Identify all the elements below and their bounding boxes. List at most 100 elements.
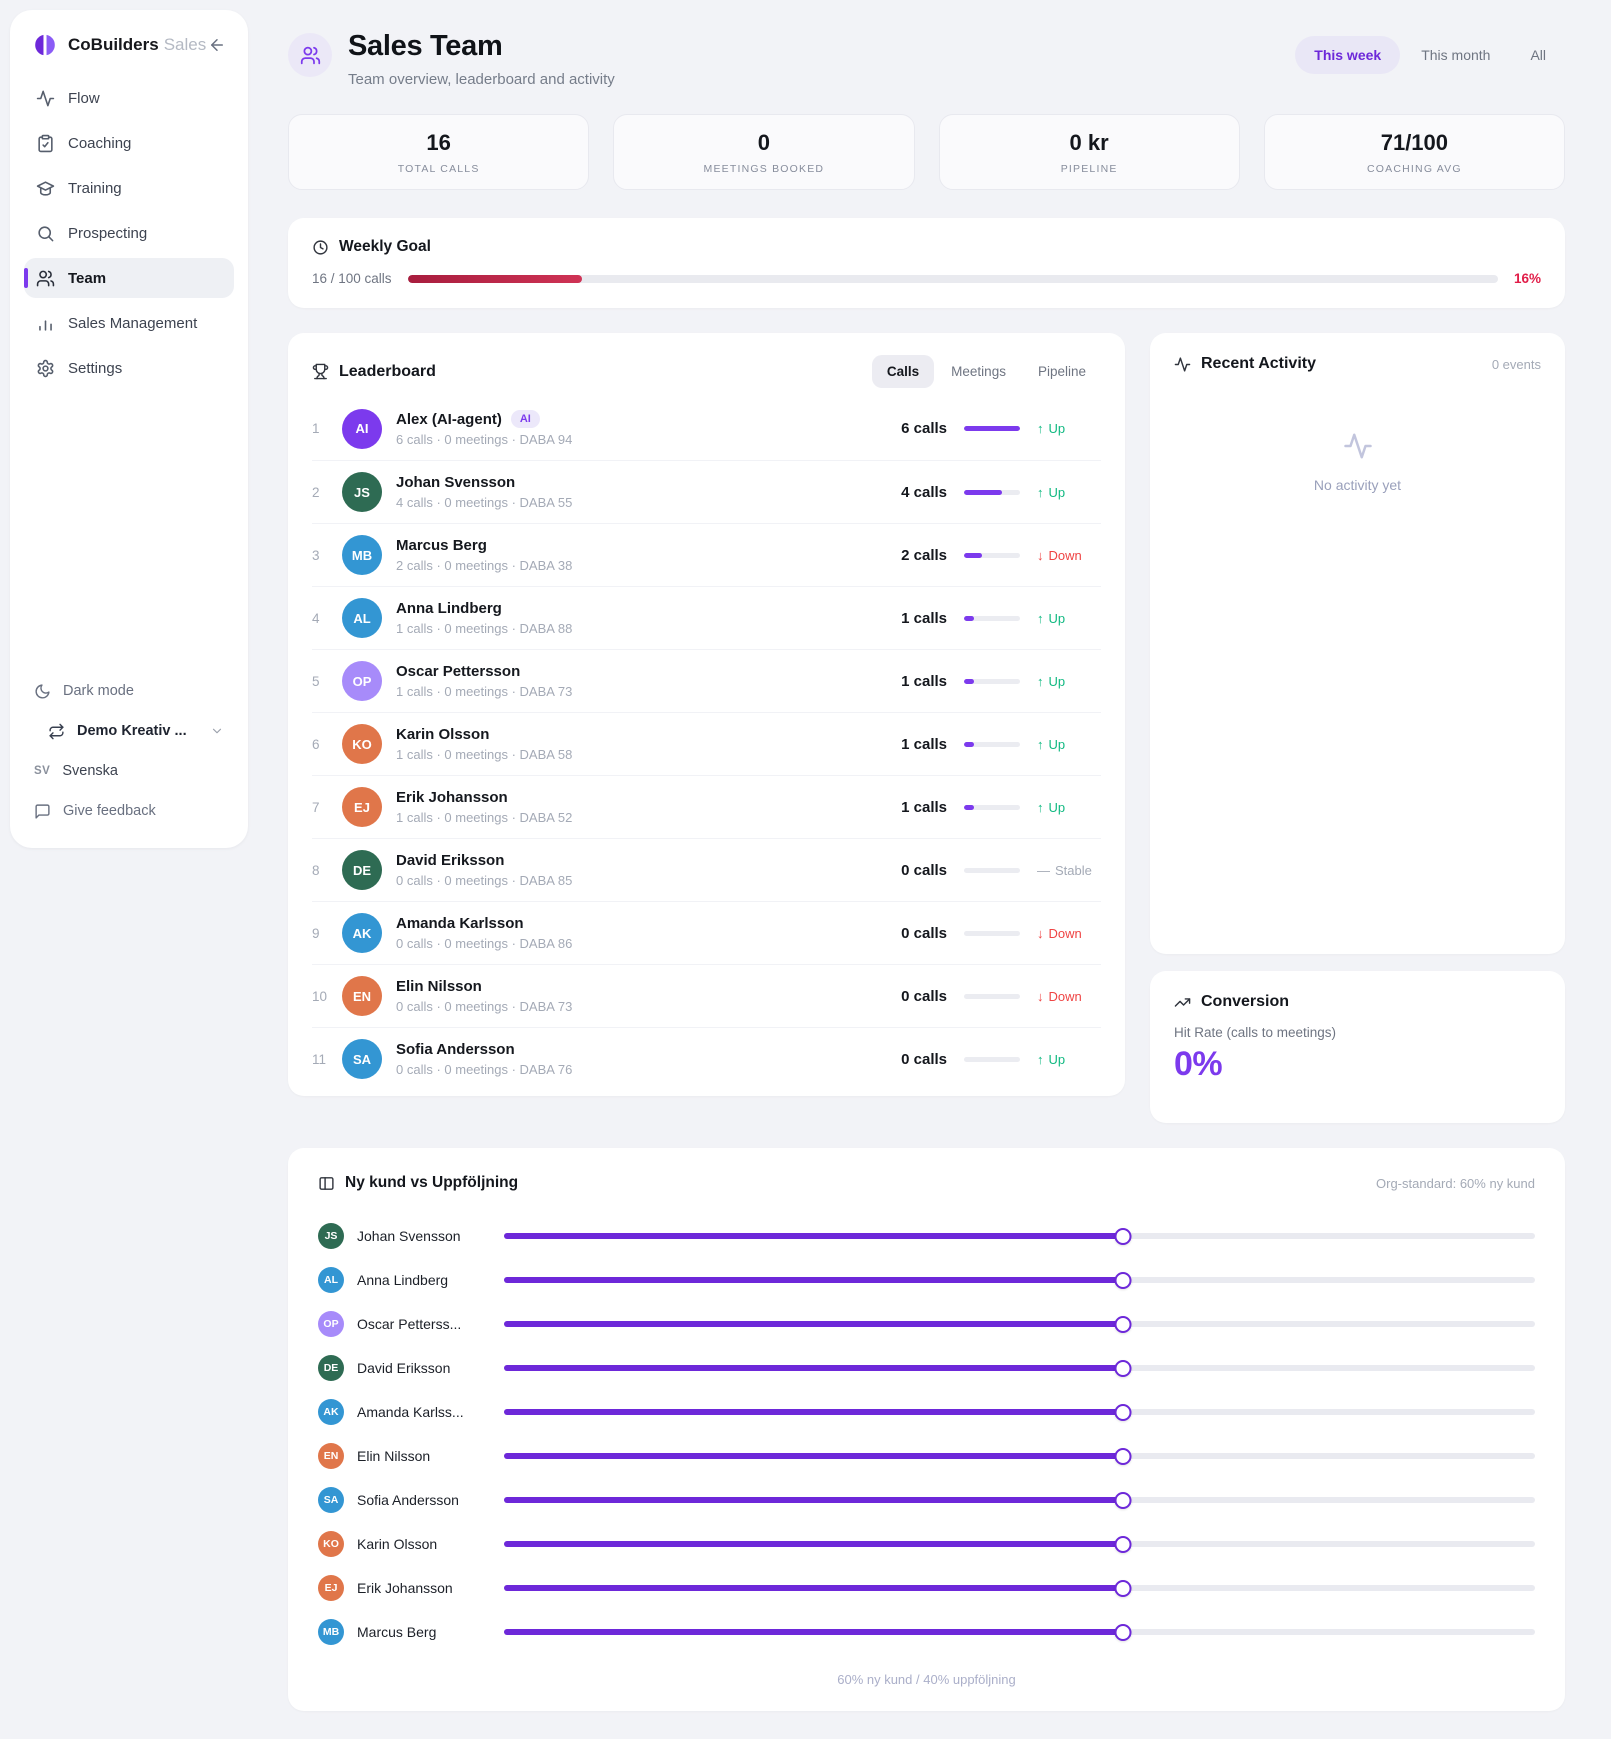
leaderboard-row[interactable]: 8 DE David Eriksson 0 calls · 0 meetings… (312, 838, 1101, 901)
slider-knob[interactable] (1114, 1448, 1131, 1465)
mix-row: EJ Erik Johansson (318, 1566, 1535, 1610)
mix-slider[interactable] (504, 1316, 1535, 1333)
leaderboard-row[interactable]: 5 OP Oscar Pettersson 1 calls · 0 meetin… (312, 649, 1101, 712)
leaderboard-row[interactable]: 11 SA Sofia Andersson 0 calls · 0 meetin… (312, 1027, 1101, 1090)
moon-icon (34, 683, 51, 700)
mix-slider[interactable] (504, 1536, 1535, 1553)
weekly-goal-progressbar (408, 275, 1498, 283)
leaderboard-tab-pipeline[interactable]: Pipeline (1023, 355, 1101, 388)
give-feedback-button[interactable]: Give feedback (24, 794, 234, 828)
leaderboard-row[interactable]: 4 AL Anna Lindberg 1 calls · 0 meetings … (312, 586, 1101, 649)
trend-label: Up (1049, 1052, 1066, 1067)
range-tab-this-week[interactable]: This week (1295, 36, 1400, 74)
trend-indicator: ↑ Up (1037, 674, 1101, 689)
mix-slider[interactable] (504, 1580, 1535, 1597)
slider-knob[interactable] (1114, 1228, 1131, 1245)
slider-knob[interactable] (1114, 1624, 1131, 1641)
events-count: 0 events (1492, 357, 1541, 372)
leaderboard-row[interactable]: 9 AK Amanda Karlsson 0 calls · 0 meeting… (312, 901, 1101, 964)
workspace-label: Demo Kreativ ... (77, 723, 187, 739)
trend-indicator: ↑ Up (1037, 611, 1101, 626)
flow-icon (36, 89, 55, 108)
member-name: Erik Johansson (396, 789, 508, 806)
leaderboard-row[interactable]: 6 KO Karin Olsson 1 calls · 0 meetings ·… (312, 712, 1101, 775)
collapse-sidebar-button[interactable] (208, 36, 226, 54)
slider-knob[interactable] (1114, 1580, 1131, 1597)
rank-number: 3 (312, 548, 338, 563)
range-tab-all[interactable]: All (1511, 36, 1565, 74)
mix-slider[interactable] (504, 1228, 1535, 1245)
calls-mini-bar-fill (964, 679, 974, 684)
mix-slider[interactable] (504, 1448, 1535, 1465)
recent-activity-title: Recent Activity (1201, 355, 1316, 373)
rank-number: 2 (312, 485, 338, 500)
trending-up-icon (1174, 994, 1191, 1011)
slider-knob[interactable] (1114, 1492, 1131, 1509)
calls-mini-bar-fill (964, 742, 974, 747)
language-code: SV (34, 765, 50, 777)
leaderboard-row[interactable]: 10 EN Elin Nilsson 0 calls · 0 meetings … (312, 964, 1101, 1027)
trend-arrow-icon: ↑ (1037, 421, 1044, 436)
stat-value: 16 (426, 130, 450, 156)
slider-knob[interactable] (1114, 1536, 1131, 1553)
calls-count: 1 calls (877, 673, 947, 690)
mix-row: JS Johan Svensson (318, 1214, 1535, 1258)
mix-slider[interactable] (504, 1404, 1535, 1421)
workspace-selector[interactable]: Demo Kreativ ... (24, 714, 234, 748)
calls-count: 1 calls (877, 736, 947, 753)
trend-arrow-icon: ↑ (1037, 674, 1044, 689)
member-name: Amanda Karlsson (396, 915, 524, 932)
sidebar-item-sales-management[interactable]: Sales Management (24, 303, 234, 343)
sidebar-item-prospecting[interactable]: Prospecting (24, 213, 234, 253)
settings-icon (36, 359, 55, 378)
slider-knob[interactable] (1114, 1316, 1131, 1333)
slider-knob[interactable] (1114, 1404, 1131, 1421)
trend-label: Up (1049, 800, 1066, 815)
slider-knob[interactable] (1114, 1360, 1131, 1377)
leaderboard-row[interactable]: 3 MB Marcus Berg 2 calls · 0 meetings · … (312, 523, 1101, 586)
sidebar-item-training[interactable]: Training (24, 168, 234, 208)
calls-mini-bar-fill (964, 553, 982, 558)
range-tabs: This weekThis monthAll (1295, 36, 1565, 74)
slider-fill (504, 1233, 1123, 1239)
page-title: Sales Team (348, 30, 615, 63)
sales-management-icon (36, 314, 55, 333)
calls-mini-bar (964, 553, 1020, 558)
mix-row: DE David Eriksson (318, 1346, 1535, 1390)
trend-label: Stable (1055, 863, 1092, 878)
leaderboard-tab-calls[interactable]: Calls (872, 355, 934, 388)
trend-label: Up (1049, 485, 1066, 500)
leaderboard-tabs: CallsMeetingsPipeline (872, 355, 1101, 388)
trophy-icon (312, 363, 329, 380)
dark-mode-toggle[interactable]: Dark mode (24, 674, 234, 708)
trend-indicator: ↑ Up (1037, 1052, 1101, 1067)
range-tab-this-month[interactable]: This month (1402, 36, 1509, 74)
sidebar-item-flow[interactable]: Flow (24, 78, 234, 118)
slider-knob[interactable] (1114, 1272, 1131, 1289)
avatar: AI (342, 409, 382, 449)
avatar: SA (342, 1039, 382, 1079)
slider-fill (504, 1541, 1123, 1547)
avatar: DE (342, 850, 382, 890)
leaderboard-row[interactable]: 1 AI Alex (AI-agent) AI 6 calls · 0 meet… (312, 397, 1101, 460)
leaderboard-row[interactable]: 2 JS Johan Svensson 4 calls · 0 meetings… (312, 460, 1101, 523)
leaderboard-row[interactable]: 7 EJ Erik Johansson 1 calls · 0 meetings… (312, 775, 1101, 838)
trend-indicator: — Stable (1037, 863, 1101, 878)
language-selector[interactable]: SV Svenska (24, 754, 234, 788)
member-name: Johan Svensson (396, 474, 515, 491)
sidebar-item-team[interactable]: Team (24, 258, 234, 298)
sidebar-item-coaching[interactable]: Coaching (24, 123, 234, 163)
trend-indicator: ↓ Down (1037, 548, 1101, 563)
activity-empty-state: No activity yet (1174, 431, 1541, 493)
avatar: EN (318, 1443, 344, 1469)
mix-slider[interactable] (504, 1272, 1535, 1289)
leaderboard-tab-meetings[interactable]: Meetings (936, 355, 1021, 388)
mix-slider[interactable] (504, 1492, 1535, 1509)
team-icon (36, 269, 55, 288)
avatar: SA (318, 1487, 344, 1513)
rank-number: 1 (312, 421, 338, 436)
sidebar-item-settings[interactable]: Settings (24, 348, 234, 388)
slider-fill (504, 1497, 1123, 1503)
mix-slider[interactable] (504, 1360, 1535, 1377)
mix-slider[interactable] (504, 1624, 1535, 1641)
